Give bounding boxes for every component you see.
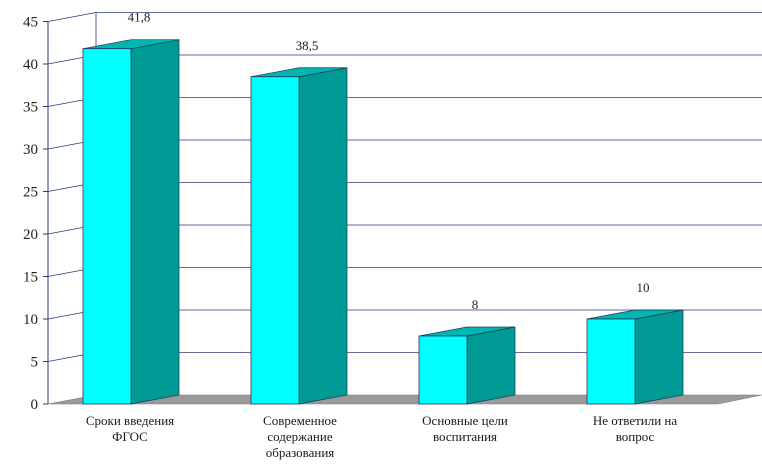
y-tick-label: 45 xyxy=(23,15,38,31)
x-tick-label: Основные цели воспитания xyxy=(422,413,508,444)
bar-side xyxy=(634,309,684,405)
y-tick-label: 30 xyxy=(23,142,38,158)
data-label: 38,5 xyxy=(296,38,319,53)
x-tick-label-line: Не ответили на xyxy=(593,413,678,428)
y-tick-label: 25 xyxy=(23,185,38,201)
x-tick-label-line: Основные цели xyxy=(422,413,508,428)
gridline-side xyxy=(47,12,97,22)
data-label: 8 xyxy=(472,297,479,312)
data-label: 41,8 xyxy=(128,10,151,25)
bar-side xyxy=(130,39,180,405)
x-tick-label-line: образования xyxy=(266,445,335,460)
x-tick-label-line: содержание xyxy=(267,429,332,444)
x-tick-label-line: Современное xyxy=(263,413,337,428)
x-tick-label: Сроки введения ФГОС xyxy=(86,413,174,444)
x-tick-label-line: вопрос xyxy=(616,429,655,444)
y-tick-label: 20 xyxy=(23,227,38,243)
x-tick-label: Современное содержание образования xyxy=(263,413,337,460)
y-tick-label: 15 xyxy=(23,270,38,286)
x-tick-label-line: воспитания xyxy=(433,429,497,444)
bar xyxy=(418,335,468,405)
bar-side xyxy=(298,67,348,405)
y-tick-label: 0 xyxy=(31,397,39,413)
bar-side xyxy=(466,326,516,405)
bar xyxy=(250,76,300,405)
bar xyxy=(82,48,132,405)
chart-floor xyxy=(47,394,762,405)
bar xyxy=(586,318,636,405)
x-tick-label: Не ответили на вопрос xyxy=(593,413,678,444)
x-tick-label-line: Сроки введения xyxy=(86,413,174,428)
data-label: 10 xyxy=(637,280,650,295)
y-tick-label: 40 xyxy=(23,57,38,73)
y-tick-label: 35 xyxy=(23,100,38,116)
y-tick-label: 10 xyxy=(23,312,38,328)
y-tick-label: 5 xyxy=(31,355,39,371)
x-tick-label-line: ФГОС xyxy=(112,429,148,444)
